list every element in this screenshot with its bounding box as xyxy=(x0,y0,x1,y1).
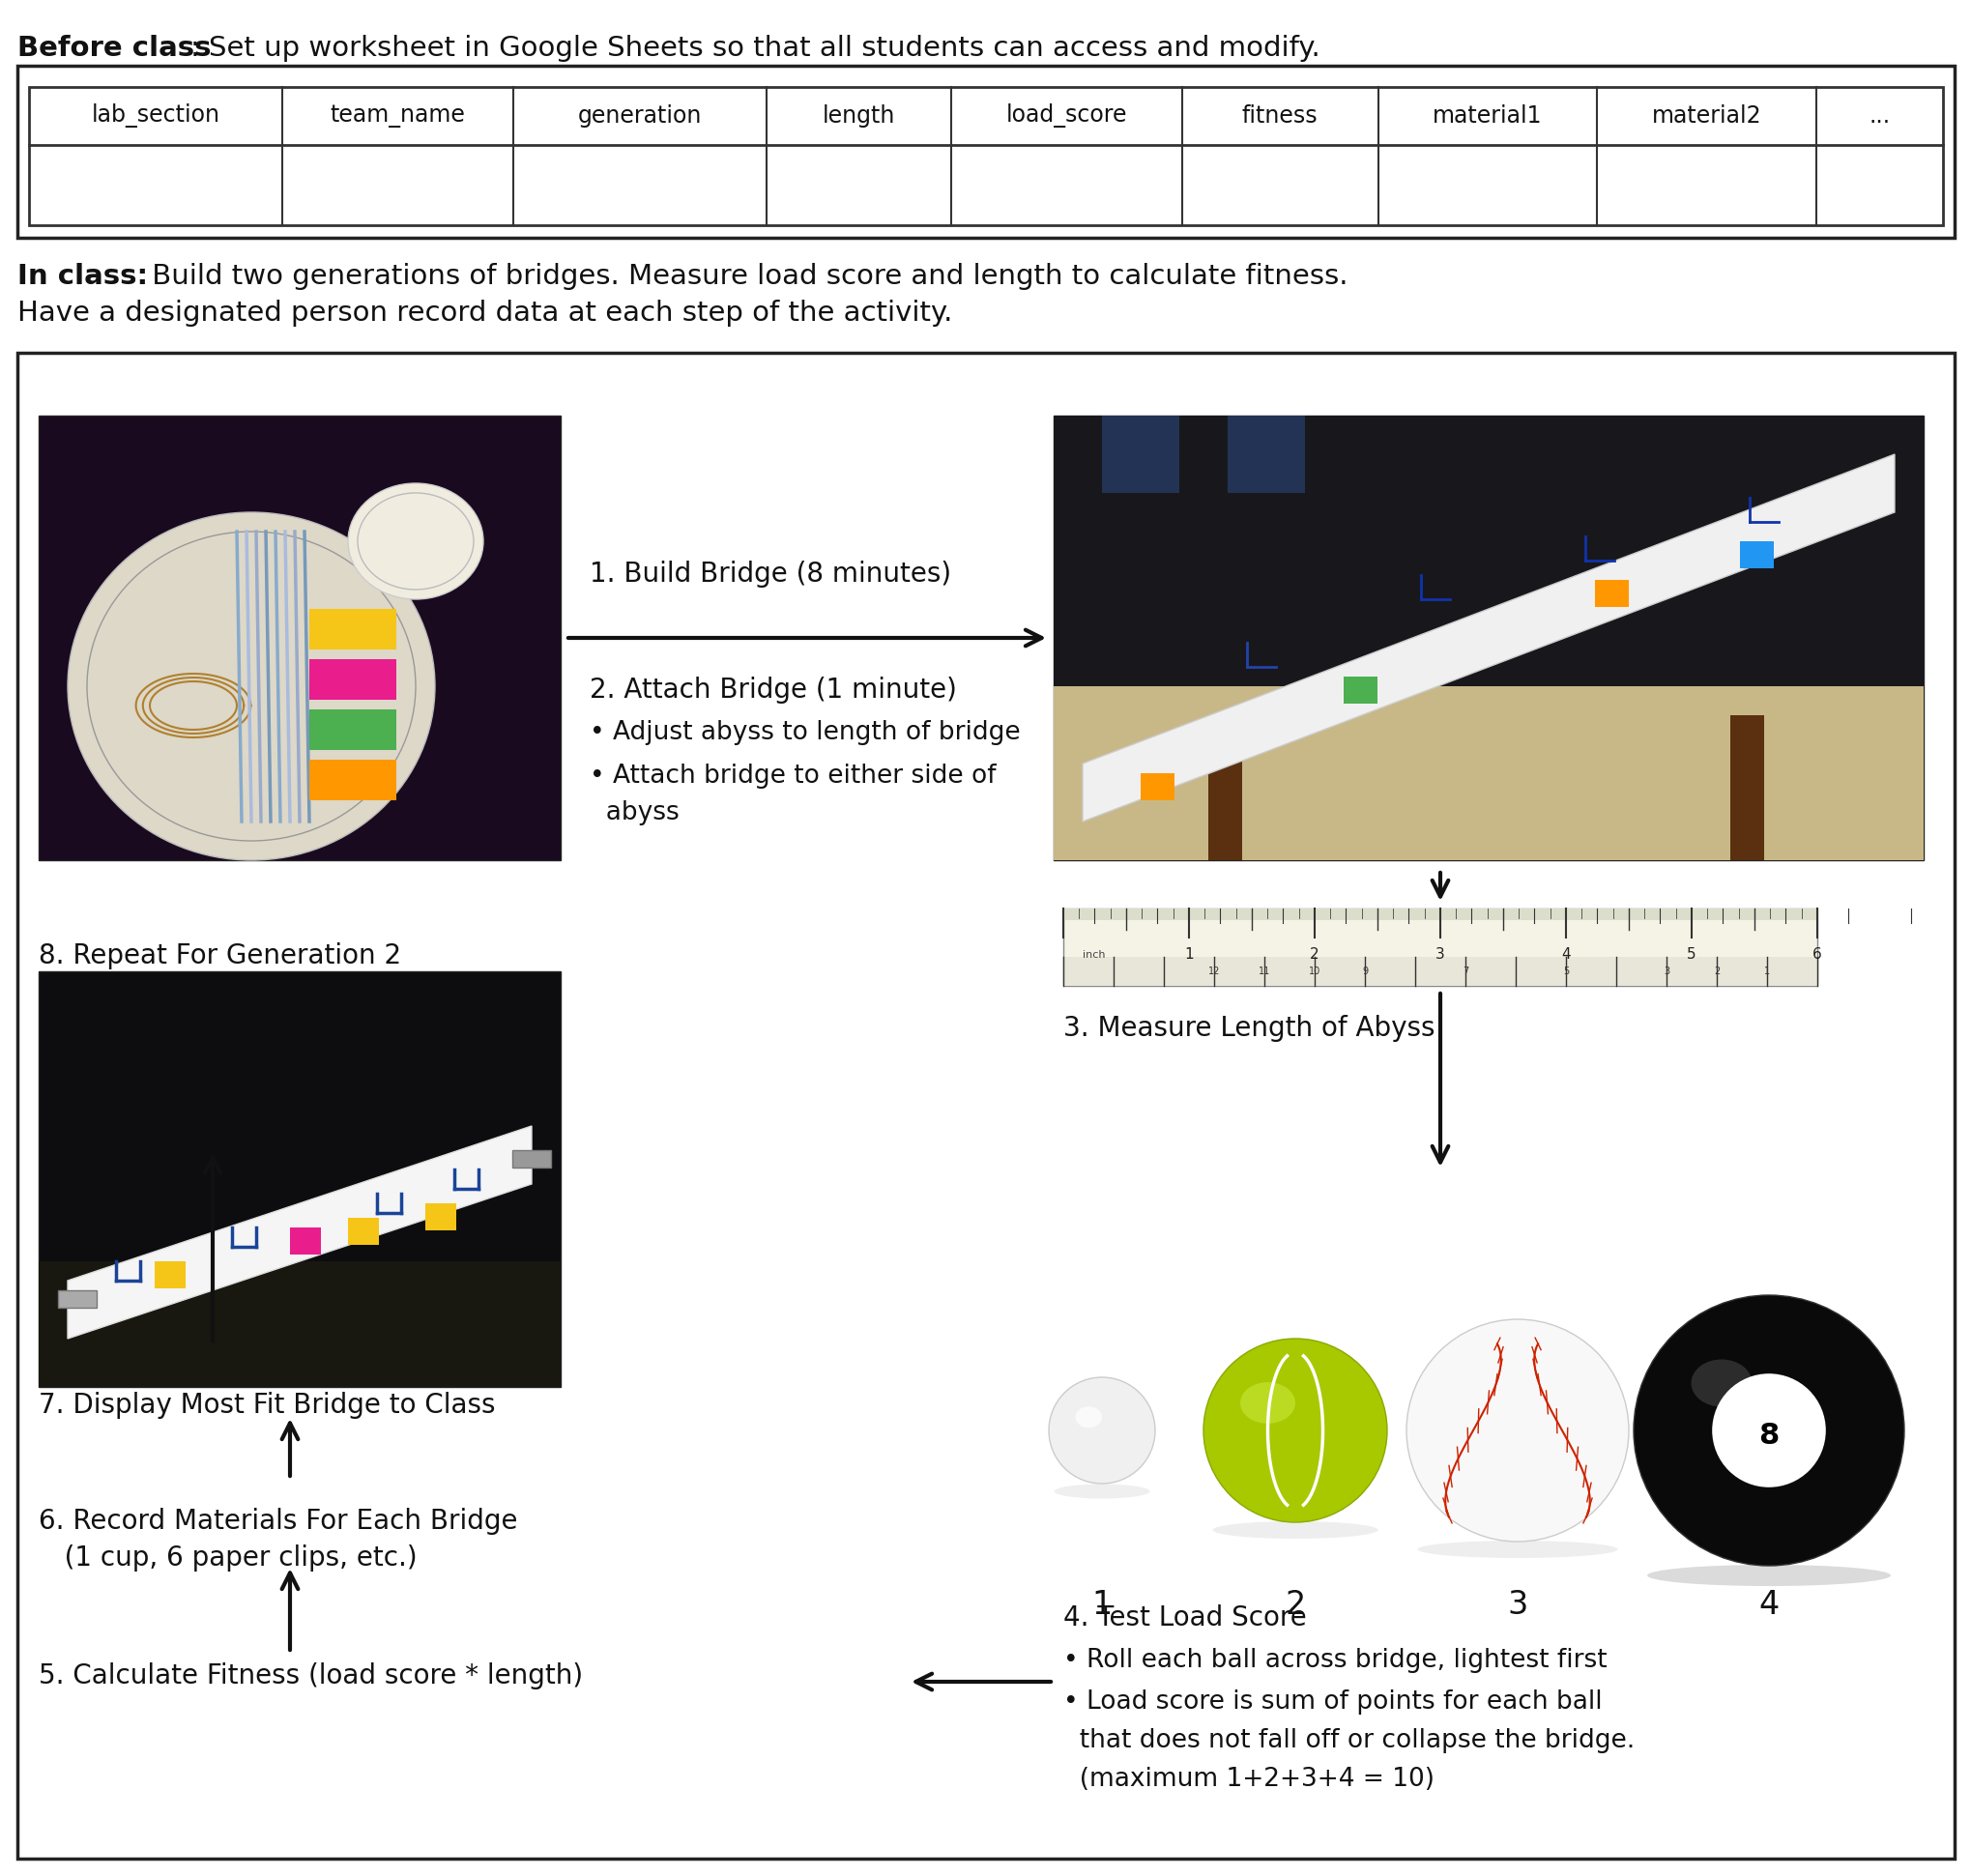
Bar xyxy=(1053,416,1922,687)
Bar xyxy=(1342,677,1378,704)
Text: • Adjust abyss to length of bridge: • Adjust abyss to length of bridge xyxy=(589,720,1019,745)
Bar xyxy=(1062,908,1817,919)
Ellipse shape xyxy=(347,484,483,598)
Text: • Roll each ball across bridge, lightest first: • Roll each ball across bridge, lightest… xyxy=(1062,1647,1606,1673)
Bar xyxy=(1102,416,1179,493)
Text: (1 cup, 6 paper clips, etc.): (1 cup, 6 paper clips, etc.) xyxy=(39,1544,418,1572)
Circle shape xyxy=(1632,1294,1904,1566)
Text: 3. Measure Length of Abyss: 3. Measure Length of Abyss xyxy=(1062,1015,1435,1041)
Bar xyxy=(426,1203,455,1231)
Text: 2: 2 xyxy=(1713,966,1719,976)
Text: 2: 2 xyxy=(1309,947,1319,962)
Text: load_score: load_score xyxy=(1005,103,1127,128)
Text: team_name: team_name xyxy=(331,105,465,128)
Text: In class:: In class: xyxy=(18,263,148,291)
Text: length: length xyxy=(822,105,895,128)
Text: : Set up worksheet in Google Sheets so that all students can access and modify.: : Set up worksheet in Google Sheets so t… xyxy=(191,36,1319,62)
Ellipse shape xyxy=(1054,1484,1149,1499)
Text: 1: 1 xyxy=(1185,947,1192,962)
Bar xyxy=(347,1218,378,1246)
Text: Before class: Before class xyxy=(18,36,211,62)
Text: abyss: abyss xyxy=(589,801,678,825)
Text: 2: 2 xyxy=(1285,1589,1305,1621)
Ellipse shape xyxy=(1074,1407,1102,1428)
Bar xyxy=(1729,715,1764,861)
Text: 3: 3 xyxy=(1435,947,1445,962)
Text: Build two generations of bridges. Measure load score and length to calculate fit: Build two generations of bridges. Measur… xyxy=(144,263,1348,291)
Text: 6: 6 xyxy=(1811,947,1821,962)
Bar xyxy=(309,658,396,700)
Bar xyxy=(1738,542,1774,568)
Text: 7. Display Most Fit Bridge to Class: 7. Display Most Fit Bridge to Class xyxy=(39,1392,495,1418)
Bar xyxy=(39,972,560,1386)
Text: 7: 7 xyxy=(1462,966,1468,976)
Text: generation: generation xyxy=(578,105,702,128)
Bar xyxy=(1062,957,1817,987)
Text: 5: 5 xyxy=(1685,947,1695,962)
Text: 8. Repeat For Generation 2: 8. Repeat For Generation 2 xyxy=(39,942,400,970)
Bar xyxy=(1139,773,1175,801)
Ellipse shape xyxy=(1646,1565,1890,1585)
Bar xyxy=(1053,687,1922,861)
Bar xyxy=(39,416,560,861)
Bar xyxy=(1595,580,1628,608)
Text: 3: 3 xyxy=(1506,1589,1528,1621)
Ellipse shape xyxy=(1240,1383,1295,1424)
Text: 4: 4 xyxy=(1561,947,1569,962)
Bar xyxy=(57,1291,97,1308)
Bar xyxy=(1053,416,1922,861)
Circle shape xyxy=(1049,1377,1155,1484)
Bar xyxy=(1062,908,1817,987)
Ellipse shape xyxy=(1212,1521,1378,1538)
Polygon shape xyxy=(67,1126,532,1339)
Text: • Attach bridge to either side of: • Attach bridge to either side of xyxy=(589,764,995,788)
Text: 2. Attach Bridge (1 minute): 2. Attach Bridge (1 minute) xyxy=(589,677,956,704)
Text: 11: 11 xyxy=(1257,966,1269,976)
Text: 5. Calculate Fitness (load score * length): 5. Calculate Fitness (load score * lengt… xyxy=(39,1662,583,1690)
Text: 5: 5 xyxy=(1563,966,1569,976)
Text: 1: 1 xyxy=(1092,1589,1112,1621)
Polygon shape xyxy=(1082,454,1894,822)
Text: 1. Build Bridge (8 minutes): 1. Build Bridge (8 minutes) xyxy=(589,561,950,587)
Circle shape xyxy=(1202,1339,1386,1521)
Bar xyxy=(154,1261,185,1289)
Text: that does not fall off or collapse the bridge.: that does not fall off or collapse the b… xyxy=(1062,1728,1634,1754)
Text: 3: 3 xyxy=(1664,966,1669,976)
Text: 10: 10 xyxy=(1309,966,1321,976)
Text: material1: material1 xyxy=(1433,105,1541,128)
Bar xyxy=(309,610,396,649)
Ellipse shape xyxy=(67,512,436,861)
Bar xyxy=(290,1227,321,1255)
Text: fitness: fitness xyxy=(1242,105,1317,128)
Text: 12: 12 xyxy=(1208,966,1220,976)
Text: material2: material2 xyxy=(1652,105,1760,128)
Text: ...: ... xyxy=(1869,105,1890,128)
Ellipse shape xyxy=(1691,1360,1750,1407)
Text: 8: 8 xyxy=(1758,1422,1778,1450)
Text: 4. Test Load Score: 4. Test Load Score xyxy=(1062,1604,1307,1632)
Bar xyxy=(309,760,396,801)
Ellipse shape xyxy=(1417,1540,1616,1557)
Bar xyxy=(309,709,396,750)
Circle shape xyxy=(1405,1319,1628,1542)
Bar xyxy=(1228,416,1305,493)
Bar xyxy=(1208,715,1242,861)
Text: inch: inch xyxy=(1082,949,1106,961)
Text: 1: 1 xyxy=(1764,966,1770,976)
Text: 9: 9 xyxy=(1362,966,1368,976)
Text: lab_section: lab_section xyxy=(91,103,221,128)
Bar xyxy=(30,86,1941,225)
Bar xyxy=(18,353,1953,1859)
Bar xyxy=(18,66,1953,238)
Text: • Load score is sum of points for each ball: • Load score is sum of points for each b… xyxy=(1062,1690,1602,1715)
Circle shape xyxy=(1711,1373,1825,1488)
Text: 4: 4 xyxy=(1758,1589,1778,1621)
Bar xyxy=(39,1261,560,1386)
Bar xyxy=(512,1150,550,1167)
Text: (maximum 1+2+3+4 = 10): (maximum 1+2+3+4 = 10) xyxy=(1062,1767,1433,1792)
Text: Have a designated person record data at each step of the activity.: Have a designated person record data at … xyxy=(18,300,952,326)
Text: 6. Record Materials For Each Bridge: 6. Record Materials For Each Bridge xyxy=(39,1508,518,1535)
